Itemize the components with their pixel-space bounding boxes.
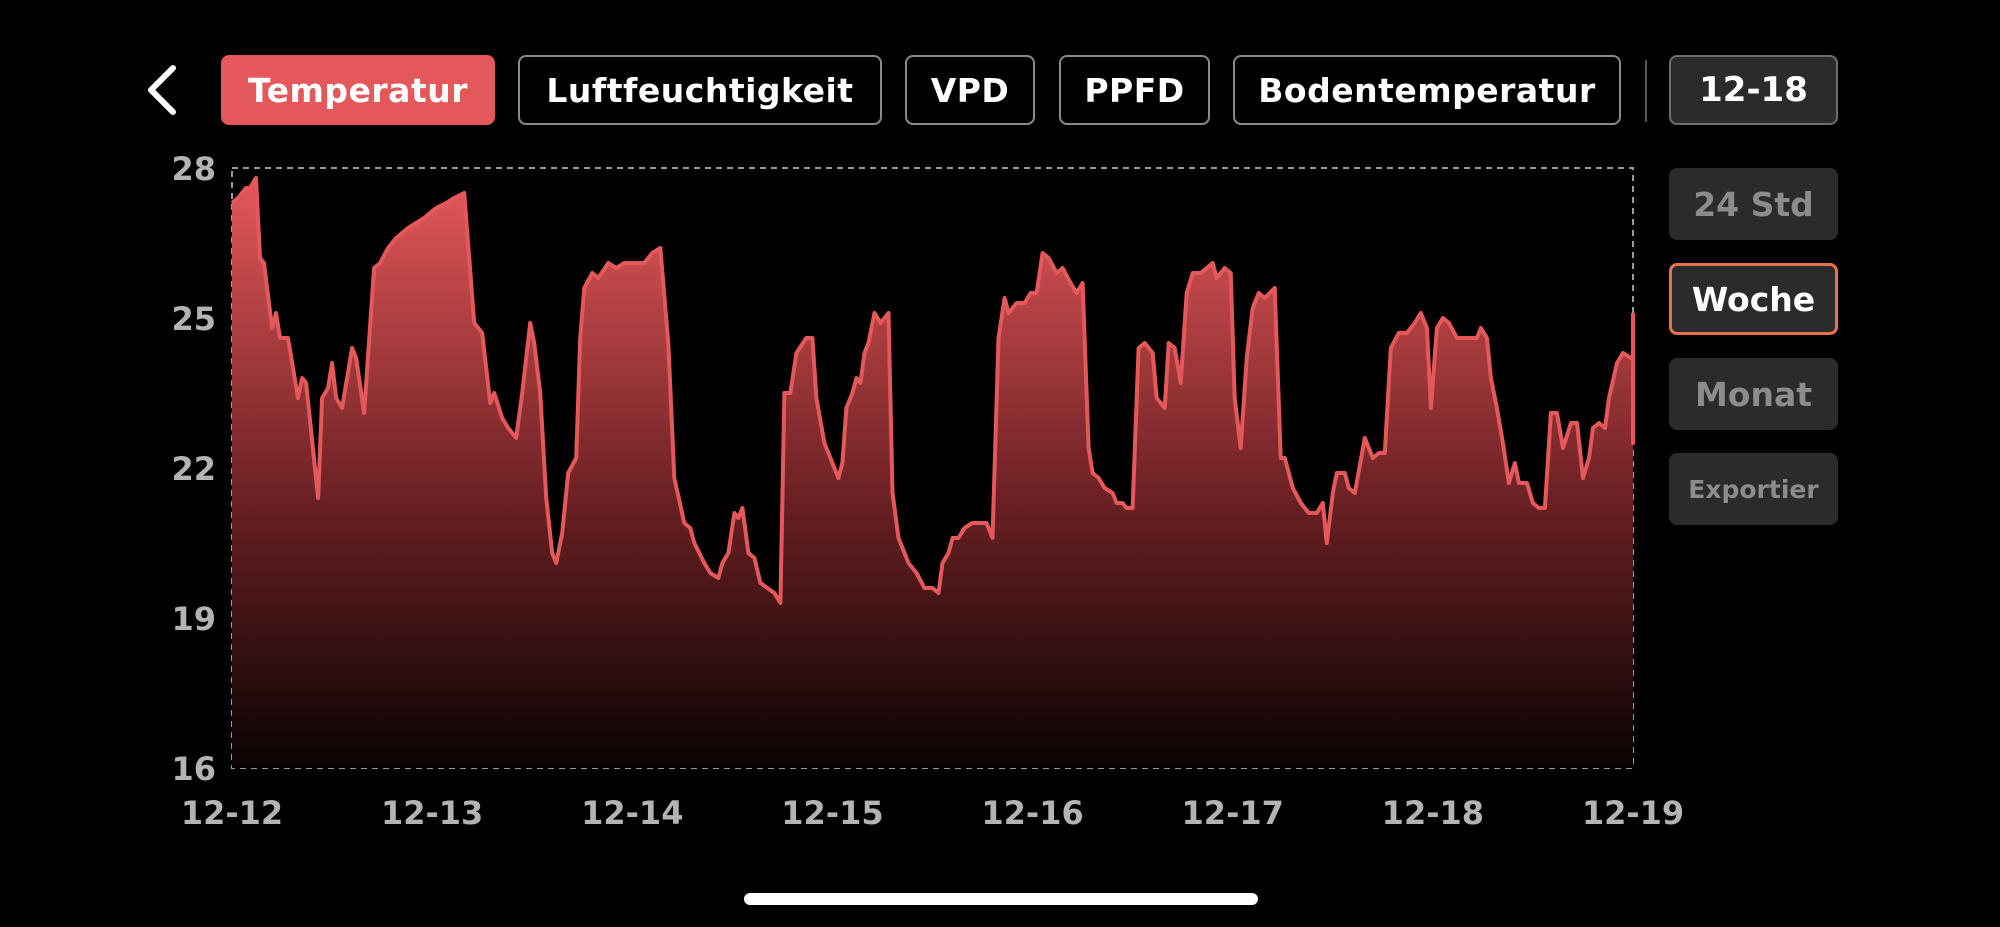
x-tick-label: 12-18 — [1382, 794, 1484, 832]
x-tick-label: 12-14 — [581, 794, 683, 832]
y-tick-label: 22 — [171, 450, 216, 488]
x-tick-label: 12-13 — [381, 794, 483, 832]
home-indicator — [744, 893, 1258, 905]
x-tick-label: 12-17 — [1182, 794, 1284, 832]
y-tick-label: 19 — [171, 600, 216, 638]
y-tick-label: 25 — [171, 300, 216, 338]
x-tick-label: 12-16 — [981, 794, 1083, 832]
x-tick-label: 12-15 — [781, 794, 883, 832]
y-tick-label: 16 — [171, 750, 216, 788]
y-tick-label: 28 — [171, 150, 216, 188]
series-area — [232, 178, 1633, 768]
x-tick-label: 12-12 — [181, 794, 283, 832]
x-tick-label: 12-19 — [1582, 794, 1684, 832]
